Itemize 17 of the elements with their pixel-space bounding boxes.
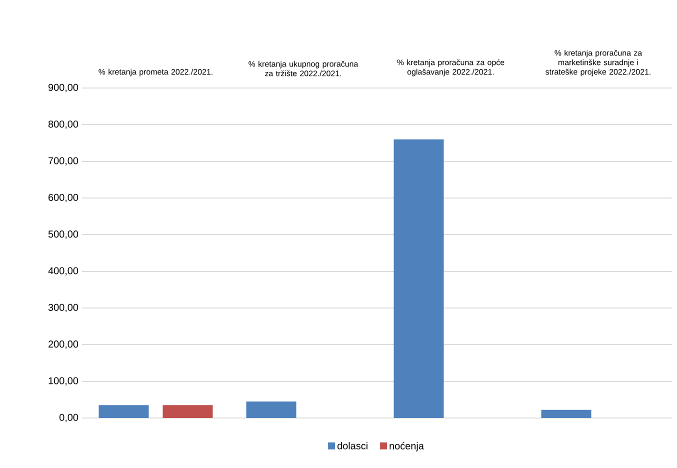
y-tick-label: 800,00 (48, 120, 78, 129)
bar (98, 405, 149, 418)
bar (162, 405, 213, 418)
y-tick-label: 500,00 (48, 230, 78, 239)
legend-label: noćenja (390, 442, 424, 452)
legend-label: dolasci (337, 442, 368, 450)
y-tick-label: 400,00 (48, 267, 78, 276)
bar (541, 410, 592, 418)
y-tick-label: 0,00 (59, 414, 78, 422)
y-tick-label: 700,00 (48, 157, 78, 166)
y-tick-label: 600,00 (48, 194, 78, 202)
bar (246, 402, 296, 418)
bar (394, 139, 444, 418)
y-tick-label: 900,00 (48, 84, 78, 92)
y-tick-label: 300,00 (48, 304, 78, 312)
y-tick-label: 100,00 (48, 377, 78, 386)
y-tick-label: 200,00 (48, 340, 78, 349)
